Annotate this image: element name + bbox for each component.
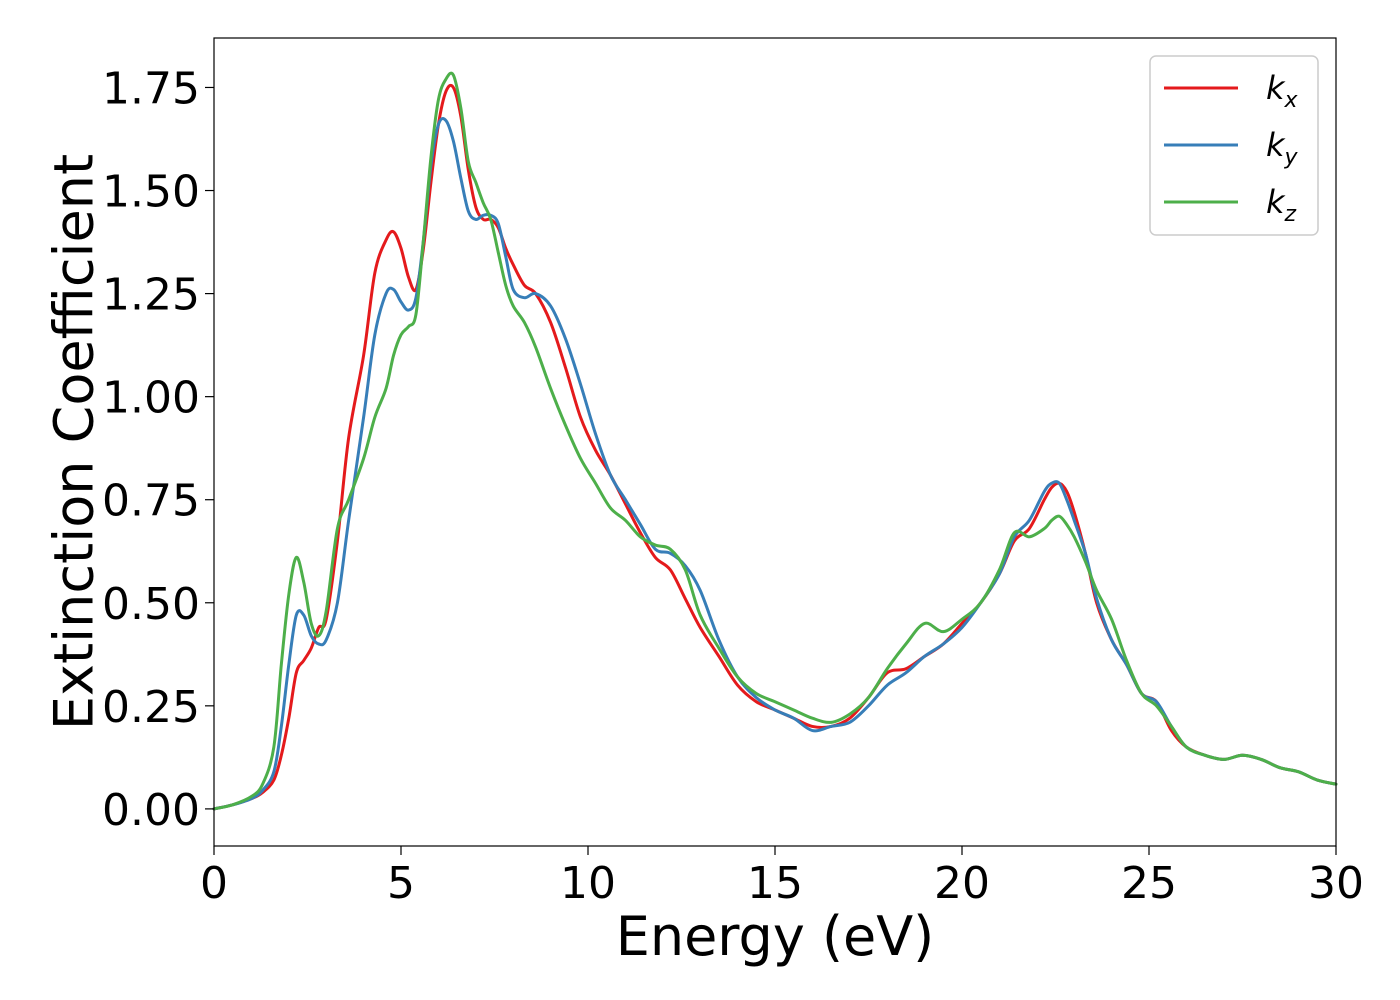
- y-tick-label: 0.00: [102, 785, 200, 836]
- x-tick-label: 25: [1121, 858, 1177, 909]
- series-line-k-y: [212, 117, 1338, 811]
- series-group: [212, 71, 1338, 811]
- x-tick-label: 10: [560, 858, 616, 909]
- x-tick-label: 20: [934, 858, 990, 909]
- y-tick-label: 1.50: [102, 167, 200, 218]
- legend-label-k-y: ky: [1266, 126, 1299, 170]
- y-tick-label: 0.25: [102, 682, 200, 733]
- x-tick-label: 30: [1308, 858, 1364, 909]
- y-tick-label: 0.50: [102, 579, 200, 630]
- x-tick-label: 15: [747, 858, 803, 909]
- y-axis-label: Extinction Coefficient: [43, 154, 106, 730]
- x-tick-label: 5: [387, 858, 415, 909]
- y-axis-ticks: 0.00 0.25 0.50 0.75 1.00 1.25 1.50 1.75: [102, 63, 214, 836]
- y-tick-label: 0.75: [102, 476, 200, 527]
- legend-label-k-x: kx: [1266, 69, 1299, 113]
- x-axis-ticks: 0 5 10 15 20 25 30: [200, 846, 1364, 909]
- y-tick-label: 1.00: [102, 373, 200, 424]
- x-axis-label: Energy (eV): [616, 905, 935, 968]
- legend: kx ky kz: [1149, 55, 1319, 236]
- x-tick-label: 0: [200, 858, 228, 909]
- y-tick-label: 1.75: [102, 63, 200, 114]
- y-tick-label: 1.25: [102, 270, 200, 321]
- legend-label-k-z: kz: [1266, 183, 1297, 227]
- series-line-k-z: [212, 71, 1338, 811]
